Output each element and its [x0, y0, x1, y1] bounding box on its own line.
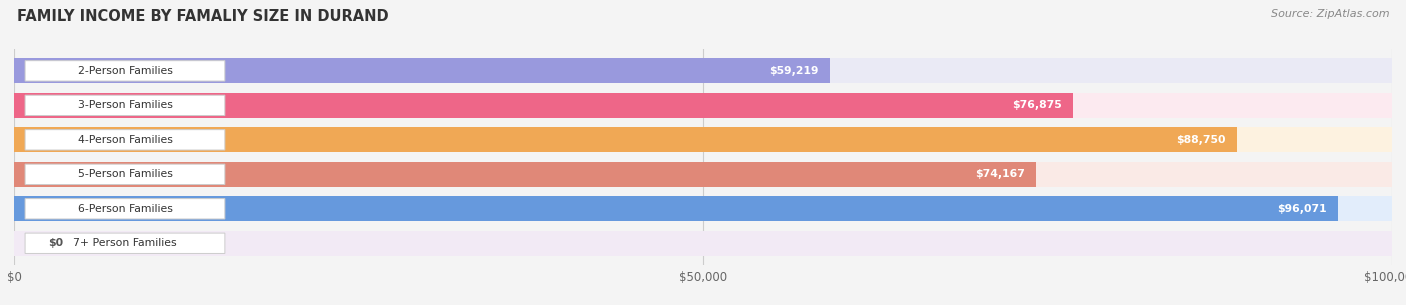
Bar	[14, 93, 1073, 118]
Bar	[14, 93, 1392, 118]
Text: $96,071: $96,071	[1277, 204, 1327, 214]
FancyBboxPatch shape	[25, 199, 225, 219]
FancyBboxPatch shape	[25, 130, 225, 150]
Bar	[14, 231, 1392, 256]
Text: FAMILY INCOME BY FAMALIY SIZE IN DURAND: FAMILY INCOME BY FAMALIY SIZE IN DURAND	[17, 9, 388, 24]
FancyBboxPatch shape	[25, 164, 225, 185]
FancyBboxPatch shape	[25, 233, 225, 253]
Text: $88,750: $88,750	[1177, 135, 1226, 145]
Text: 2-Person Families: 2-Person Families	[77, 66, 173, 76]
Bar	[14, 127, 1237, 152]
Text: $59,219: $59,219	[769, 66, 820, 76]
Text: $76,875: $76,875	[1012, 100, 1063, 110]
FancyBboxPatch shape	[25, 61, 225, 81]
Text: 5-Person Families: 5-Person Families	[77, 169, 173, 179]
Bar	[14, 162, 1036, 187]
Text: $74,167: $74,167	[976, 169, 1025, 179]
Bar	[14, 162, 1392, 187]
FancyBboxPatch shape	[25, 95, 225, 116]
Text: Source: ZipAtlas.com: Source: ZipAtlas.com	[1271, 9, 1389, 19]
Text: 7+ Person Families: 7+ Person Families	[73, 238, 177, 248]
Bar	[14, 59, 830, 83]
Text: 3-Person Families: 3-Person Families	[77, 100, 173, 110]
Bar	[14, 127, 1392, 152]
Text: $0: $0	[48, 238, 63, 248]
Text: 4-Person Families: 4-Person Families	[77, 135, 173, 145]
Bar	[14, 196, 1337, 221]
Text: 6-Person Families: 6-Person Families	[77, 204, 173, 214]
Bar	[14, 196, 1392, 221]
Bar	[14, 59, 1392, 83]
